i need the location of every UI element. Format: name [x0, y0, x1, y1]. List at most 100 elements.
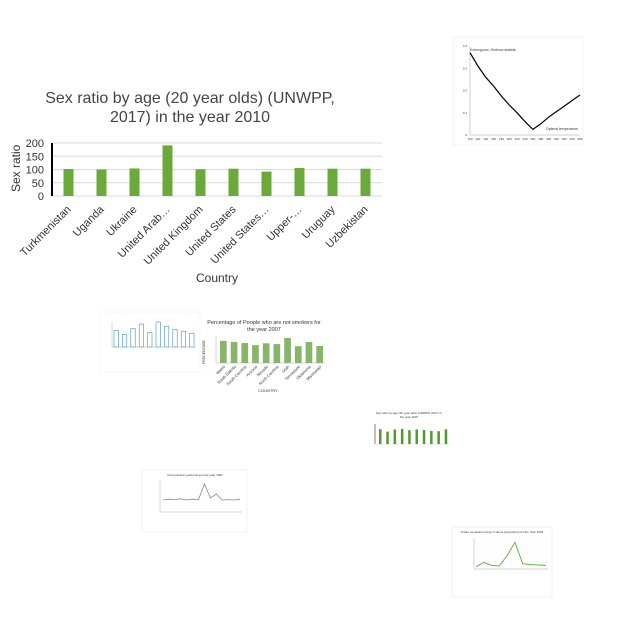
outline-bar-9 — [180, 330, 186, 348]
non-smokers-bar-6 — [273, 344, 281, 363]
non-smokers-x-tick: Wales — [215, 364, 226, 375]
ks-x-tick: 180 — [499, 137, 504, 141]
ks-y-tick-labels: 0 0.1 0.2 0.3 0.4 — [463, 44, 468, 137]
outline-bar-series — [113, 321, 195, 348]
ks-line — [469, 52, 581, 131]
non-smokers-bar-10 — [316, 345, 323, 363]
ks-y-tick: 0.2 — [463, 89, 468, 93]
y-tick-label: 0 — [38, 191, 44, 203]
ks-annotation: Optimal temperature — [546, 127, 578, 131]
outline-bar-4 — [138, 323, 144, 348]
y-tick-label: 50 — [32, 178, 44, 190]
sex-ratio-2007-bar-1 — [379, 429, 382, 444]
sex-ratio-2007-bar-7 — [422, 430, 426, 444]
non-smokers-x-axis-label: COUNTRY — [258, 388, 278, 393]
co2-thumbnail-frame — [141, 469, 248, 533]
non-smokers-bar-1 — [220, 340, 227, 363]
ks-y-tick: 0 — [465, 133, 467, 137]
sex-ratio-2007-bar-4 — [400, 428, 404, 444]
main-bar-chart: Sex ratio by age (20 year olds) (UNWPP, … — [9, 90, 382, 285]
co2-title: Co2 emission performing in the year 1991 — [167, 473, 223, 477]
bar-4 — [162, 145, 173, 196]
ks-x-tick: 160 — [491, 137, 496, 141]
slum-line-thumbnail: Urban population living in slums (propor… — [451, 526, 553, 598]
non-smokers-title-line-1: Percentage of People who are not smokers… — [207, 320, 321, 326]
ks-x-tick: 280 — [538, 137, 543, 141]
non-smokers-title-line-2: the year 2007 — [247, 327, 281, 333]
bar-2 — [96, 169, 107, 196]
slum-title: Urban population living in slums (propor… — [461, 530, 544, 534]
sex-ratio-2007-bar-series — [379, 428, 448, 444]
sex-ratio-2007-bar-3 — [393, 429, 397, 444]
outline-bar-1 — [113, 330, 119, 348]
bar-3 — [129, 168, 140, 196]
ks-x-tick-labels: 100 120 140 160 180 200 220 240 260 280 300 320 340 3… — [467, 137, 582, 141]
gridlines — [52, 142, 382, 197]
y-tick-label: 200 — [26, 138, 44, 150]
ks-x-tick: 120 — [475, 137, 480, 141]
bar-7 — [261, 171, 272, 196]
non-smokers-bar-2 — [230, 341, 238, 363]
sex-ratio-2007-bar-8 — [430, 430, 433, 444]
outline-bar-2 — [122, 334, 128, 348]
outline-bar-8 — [172, 329, 178, 348]
x-tick-label: Turkmenistan — [18, 204, 73, 259]
bar-6 — [228, 168, 239, 196]
non-smokers-bar-5 — [262, 343, 270, 363]
x-tick-label: United States… — [209, 204, 272, 267]
sex-ratio-2007-bar-5 — [408, 430, 411, 444]
non-smokers-bar-9 — [305, 341, 313, 363]
sex-ratio-2007-title-line-1: Sex ratio by age (20 year olds) (UNWPP, … — [376, 411, 442, 415]
y-axis-label: Sex ratio — [9, 144, 23, 192]
non-smokers-y-axis-label: PERCENTAGE — [202, 339, 206, 364]
x-tick-label: United Kingdom — [142, 204, 206, 268]
ks-y-tick: 0.1 — [463, 111, 468, 115]
non-smokers-x-tick: Utah — [281, 364, 291, 374]
ks-x-tick: 240 — [522, 137, 527, 141]
ks-x-tick: 340 — [562, 137, 567, 141]
bar-8 — [294, 167, 305, 196]
non-smokers-bar-series — [220, 337, 323, 363]
sex-ratio-2007-title-line-2: the year 2007 — [400, 415, 419, 419]
slum-line — [475, 541, 547, 568]
ks-title: Kolmogorov–Smirnov statistic — [470, 48, 516, 52]
non-smokers-bar-7 — [284, 337, 291, 363]
outline-bar-5 — [147, 332, 153, 348]
outline-bar-10 — [189, 332, 195, 348]
co2-line-thumbnail: Co2 emission performing in the year 1991 — [141, 469, 248, 533]
sex-ratio-2007-bar-9 — [437, 431, 440, 444]
co2-line — [162, 482, 241, 501]
bar-5 — [195, 169, 206, 196]
sex-ratio-2007-bar-10 — [444, 429, 448, 444]
ks-x-tick: 200 — [507, 137, 512, 141]
ks-x-tick: 360 — [570, 137, 575, 141]
sex-ratio-2007-bar-6 — [415, 429, 418, 444]
bar-10 — [360, 168, 371, 196]
chart-title-line-2: 2017) in the year 2010 — [110, 109, 270, 126]
non-smokers-bar-3 — [241, 343, 249, 363]
non-smokers-bar-4 — [252, 345, 259, 363]
ks-x-tick: 100 — [467, 137, 472, 141]
sex-ratio-2007-bar-2 — [386, 431, 389, 444]
ks-y-tick: 0.4 — [463, 44, 468, 48]
ks-x-tick: 220 — [515, 137, 520, 141]
y-tick-label: 150 — [26, 151, 44, 163]
ks-x-tick: 320 — [554, 137, 559, 141]
x-tick-label: Uganda — [71, 203, 107, 239]
ks-y-tick: 0.3 — [463, 66, 468, 70]
ks-x-tick: 300 — [546, 137, 551, 141]
bar-1 — [63, 168, 74, 196]
ks-line-thumbnail: Kolmogorov–Smirnov statistic Optimal tem… — [452, 36, 584, 146]
outline-bar-3 — [130, 327, 136, 348]
x-tick-label: Upper-… — [265, 204, 305, 244]
non-smokers-thumbnail: Percentage of People who are not smokers… — [202, 320, 325, 393]
y-tick-label: 100 — [26, 165, 44, 177]
chart-title-line-1: Sex ratio by age (20 year olds) (UNWPP, — [45, 90, 335, 107]
ks-x-tick: 380 — [577, 137, 582, 141]
x-axis-label: Country — [196, 271, 238, 285]
sex-ratio-2007-thumbnail: Sex ratio by age (20 year olds) (UNWPP, … — [374, 411, 450, 445]
